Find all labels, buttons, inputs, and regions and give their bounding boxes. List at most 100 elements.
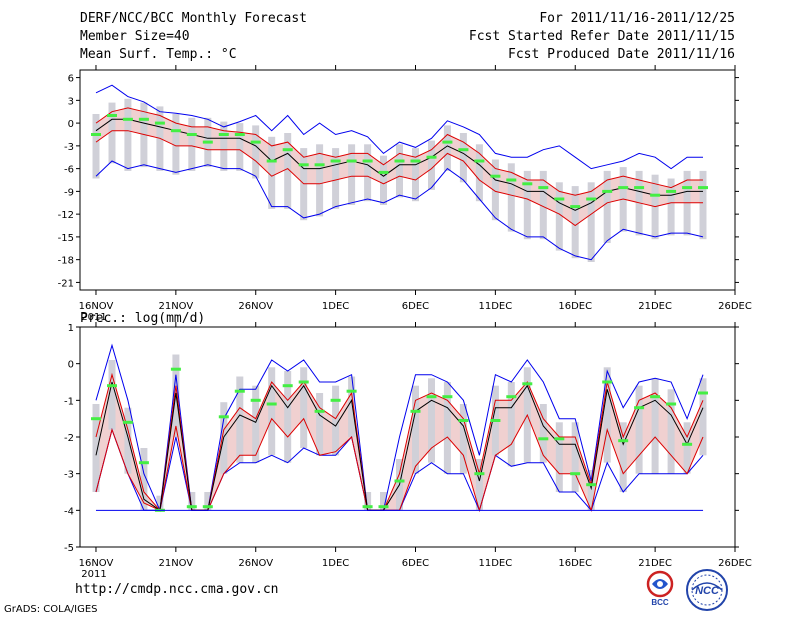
ensemble-bar	[364, 144, 372, 202]
precip-title: Prec.: log(mm/d)	[80, 311, 205, 326]
ensemble-bar	[507, 163, 515, 232]
chart-title: DERF/NCC/BCC Monthly Forecast	[80, 11, 307, 26]
ensemble-bar	[412, 148, 419, 202]
ensemble-bar	[539, 404, 547, 463]
best-estimate-marker	[554, 437, 565, 441]
best-estimate-marker	[394, 479, 405, 483]
ensemble-bar	[396, 144, 403, 198]
ensemble-bar	[667, 178, 675, 236]
ensemble-bar	[571, 186, 579, 259]
ensemble-bar	[667, 389, 675, 474]
variable-label: Mean Surf. Temp.: °C	[80, 47, 237, 62]
ensemble-bar	[428, 140, 435, 190]
best-estimate-marker	[91, 417, 101, 421]
ensemble-bar	[507, 382, 515, 467]
best-estimate-marker	[442, 395, 453, 399]
ensemble-bar	[284, 371, 292, 463]
best-estimate-marker	[170, 367, 181, 371]
best-estimate-marker	[538, 437, 549, 441]
x-tick-label: 26NOV	[238, 558, 273, 569]
best-estimate-marker	[282, 384, 293, 388]
best-estimate-marker	[602, 189, 613, 193]
min-line	[95, 160, 704, 261]
ensemble-bar	[603, 170, 611, 243]
x-tick-label: 11DEC	[478, 301, 512, 312]
best-estimate-marker	[282, 148, 293, 152]
y-tick-label: 0	[68, 360, 74, 371]
ensemble-bar	[364, 492, 372, 511]
best-estimate-marker	[666, 402, 677, 406]
x-tick-label: 1DEC	[322, 558, 349, 569]
best-estimate-marker	[634, 186, 645, 190]
ensemble-bar	[523, 170, 531, 240]
forecast-period: For 2011/11/16-2011/12/25	[539, 11, 735, 26]
ensemble-bar	[252, 385, 260, 463]
best-estimate-marker	[554, 197, 565, 201]
y-tick-label: -9	[64, 187, 74, 198]
best-estimate-marker	[682, 442, 693, 446]
best-estimate-marker	[410, 409, 421, 413]
ensemble-bar	[443, 382, 451, 474]
best-estimate-marker	[298, 163, 309, 167]
y-tick-label: 3	[68, 96, 74, 107]
best-estimate-marker	[186, 133, 197, 136]
best-estimate-marker	[618, 439, 629, 443]
ensemble-bar	[124, 98, 132, 171]
ensemble-bar	[475, 144, 483, 202]
ensemble-bar	[220, 121, 228, 171]
year-label: 2011	[81, 569, 106, 580]
x-tick-label: 1DEC	[322, 301, 349, 312]
x-tick-label: 16DEC	[558, 558, 592, 569]
ensemble-bar	[587, 182, 595, 262]
mean-line	[95, 118, 703, 211]
y-tick-label: -6	[64, 165, 74, 176]
ensemble-bar	[539, 170, 547, 240]
best-estimate-marker	[138, 117, 149, 121]
y-tick-label: -21	[58, 278, 74, 289]
ensemble-bar	[428, 378, 435, 463]
best-estimate-marker	[426, 395, 437, 399]
x-tick-label: 26DEC	[718, 301, 752, 312]
y-tick-label: -4	[64, 506, 74, 517]
best-estimate-marker	[250, 398, 261, 402]
x-tick-label: 11DEC	[478, 558, 512, 569]
best-estimate-marker	[314, 163, 325, 167]
produced-date: Fcst Produced Date 2011/11/16	[508, 47, 735, 62]
best-estimate-marker	[234, 133, 245, 136]
best-estimate-marker	[650, 395, 661, 399]
ncc-logo-text: NCC	[695, 585, 720, 597]
ensemble-bar	[587, 470, 595, 511]
ensemble-bar	[268, 136, 276, 209]
best-estimate-marker	[458, 419, 469, 422]
best-estimate-marker	[570, 205, 581, 209]
ensemble-bar	[252, 125, 260, 179]
ensemble-bar	[412, 385, 419, 474]
max-line	[95, 84, 703, 170]
ensemble-bar	[555, 182, 563, 251]
best-estimate-marker	[122, 420, 133, 424]
best-estimate-marker	[266, 159, 277, 163]
ensemble-bar	[268, 367, 276, 456]
best-estimate-marker	[634, 406, 645, 410]
best-estimate-marker	[107, 114, 117, 117]
best-estimate-marker	[362, 505, 373, 509]
y-tick-label: -5	[64, 543, 74, 554]
best-estimate-marker	[666, 189, 677, 193]
ensemble-bar	[683, 422, 691, 474]
ensemble-bar	[188, 117, 196, 171]
best-estimate-marker	[154, 121, 165, 125]
best-estimate-marker	[522, 182, 533, 186]
x-tick-label: 26DEC	[718, 558, 752, 569]
bcc-logo: BCC	[646, 570, 674, 607]
best-estimate-marker	[362, 159, 373, 163]
ensemble-bar	[619, 422, 627, 492]
best-estimate-marker	[538, 186, 549, 190]
best-estimate-marker	[107, 384, 117, 388]
ensemble-bar	[300, 367, 308, 448]
ensemble-bar	[172, 114, 180, 175]
ensemble-bar	[380, 492, 387, 511]
best-estimate-marker	[314, 409, 325, 413]
best-estimate-marker	[266, 402, 277, 406]
source-url[interactable]: http://cmdp.ncc.cma.gov.cn	[75, 582, 279, 597]
ensemble-bar	[140, 448, 148, 511]
